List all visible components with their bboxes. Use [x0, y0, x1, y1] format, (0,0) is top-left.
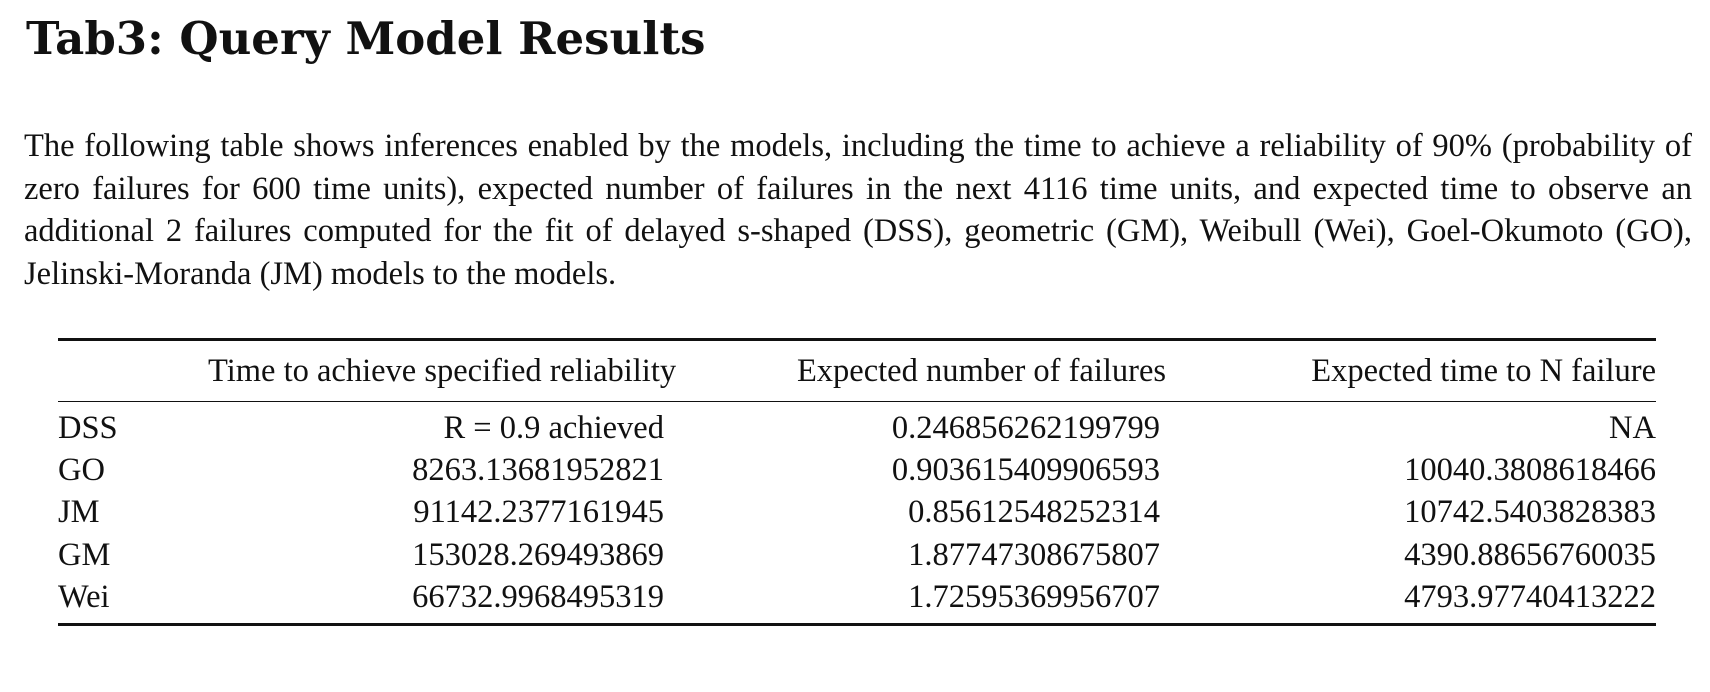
table-row: JM 91142.2377161945 0.85612548252314 107…	[58, 492, 1656, 534]
row-expected-time: 10040.3808618466	[1404, 452, 1656, 489]
table-header-row: Time to achieve specified reliability Ex…	[58, 341, 1656, 401]
header-expected-failures: Expected number of failures	[796, 352, 1167, 389]
results-table: Time to achieve specified reliability Ex…	[58, 338, 1656, 627]
row-time-to-reliability: 153028.269493869	[412, 536, 664, 573]
page-title: Tab3: Query Model Results	[26, 12, 706, 65]
row-model-name: GO	[58, 452, 105, 489]
row-expected-failures: 1.72595369956707	[908, 579, 1160, 616]
row-expected-time: 10742.5403828383	[1404, 494, 1656, 531]
table-row: GO 8263.13681952821 0.903615409906593 10…	[58, 449, 1656, 491]
intro-paragraph: The following table shows inferences ena…	[24, 128, 1692, 292]
row-expected-time: NA	[1609, 409, 1656, 446]
row-model-name: Wei	[58, 579, 110, 616]
header-expected-time: Expected time to N failure	[1311, 352, 1656, 389]
row-expected-time: 4390.88656760035	[1404, 536, 1656, 573]
table-bottom-rule	[58, 623, 1656, 627]
table-row: DSS R = 0.9 achieved 0.246856262199799 N…	[58, 407, 1656, 449]
header-time-to-reliability: Time to achieve specified reliability	[208, 352, 677, 389]
row-model-name: JM	[58, 494, 100, 531]
table-body: DSS R = 0.9 achieved 0.246856262199799 N…	[58, 402, 1656, 623]
row-time-to-reliability: 8263.13681952821	[412, 452, 664, 489]
row-time-to-reliability: 91142.2377161945	[413, 494, 664, 531]
row-expected-failures: 0.85612548252314	[908, 494, 1160, 531]
row-model-name: DSS	[58, 409, 118, 446]
row-time-to-reliability: R = 0.9 achieved	[443, 409, 665, 446]
row-time-to-reliability: 66732.9968495319	[412, 579, 664, 616]
row-expected-time: 4793.97740413222	[1404, 579, 1656, 616]
row-expected-failures: 0.903615409906593	[891, 452, 1160, 489]
row-expected-failures: 1.87747308675807	[908, 536, 1160, 573]
row-expected-failures: 0.246856262199799	[891, 409, 1160, 446]
row-model-name: GM	[58, 536, 111, 573]
table-row: GM 153028.269493869 1.87747308675807 439…	[58, 534, 1656, 576]
table-header-rule	[58, 401, 1656, 402]
table-top-rule	[58, 338, 1656, 341]
table-row: Wei 66732.9968495319 1.72595369956707 47…	[58, 576, 1656, 618]
